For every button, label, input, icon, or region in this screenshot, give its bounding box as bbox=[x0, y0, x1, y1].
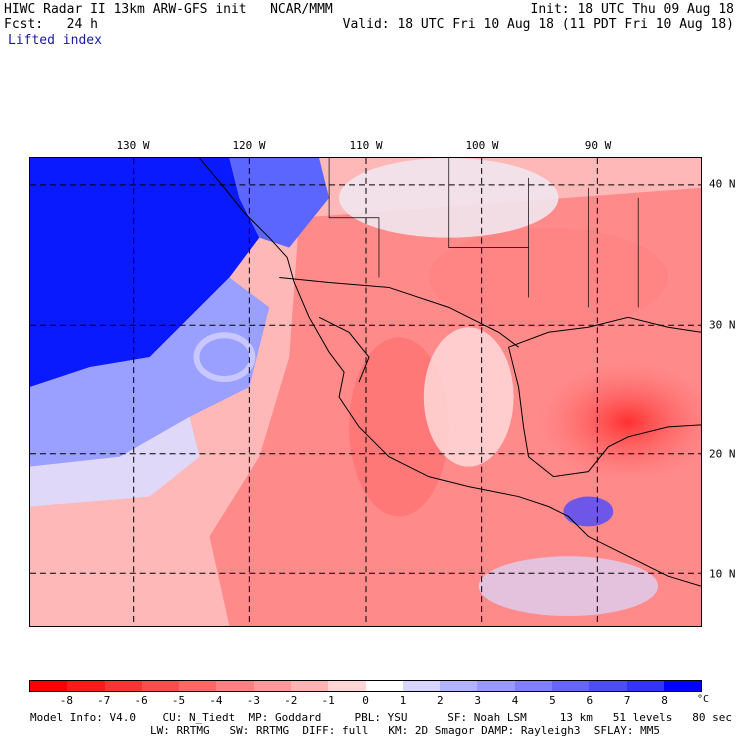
colorbar-swatch bbox=[67, 681, 105, 691]
lon-label-90w: 90 W bbox=[584, 139, 612, 152]
colorbar-swatch bbox=[30, 681, 68, 691]
field-swirl bbox=[193, 332, 256, 383]
colorbar-swatch bbox=[626, 681, 664, 691]
colorbar-unit: °C bbox=[697, 694, 710, 705]
field-gulf-core bbox=[538, 362, 701, 482]
lon-label-120w: 120 W bbox=[232, 139, 266, 152]
colorbar-tick-label: 0 bbox=[362, 694, 369, 707]
model-info-line2: LW: RRTMG SW: RRTMG DIFF: full KM: 2D Sm… bbox=[150, 724, 660, 737]
lat-label-30n: 30 N bbox=[709, 318, 736, 332]
colorbar-swatch bbox=[104, 681, 142, 691]
state-borders bbox=[328, 158, 639, 308]
colorbar-tick-label: 3 bbox=[474, 694, 481, 707]
colorbar-tick-label: 6 bbox=[586, 694, 594, 707]
colorbar-tick-label: -7 bbox=[97, 694, 111, 707]
field-south-cool bbox=[478, 556, 659, 617]
colorbar-tick-label: 7 bbox=[623, 694, 631, 707]
colorbar-tick-label: 4 bbox=[511, 694, 519, 707]
colorbar-swatch bbox=[402, 681, 441, 691]
forecast-hour: Fcst: 24 h bbox=[4, 17, 98, 32]
border-us-mexico bbox=[279, 276, 519, 348]
colorbar-swatch bbox=[477, 681, 515, 691]
lat-label-10n: 10 N bbox=[709, 567, 736, 581]
colorbar-tick-label: -6 bbox=[134, 694, 148, 707]
init-time: Init: 18 UTC Thu 09 Aug 18 bbox=[530, 2, 735, 17]
lon-label-130w: 130 W bbox=[116, 139, 150, 152]
field-pacific-light bbox=[30, 416, 200, 507]
colorbar-swatch bbox=[290, 681, 329, 691]
colorbar-swatch bbox=[141, 681, 180, 691]
colorbar-swatch bbox=[440, 681, 478, 691]
graticule bbox=[30, 158, 701, 626]
model-info-line1: Model Info: V4.0 CU: N_Tiedt MP: Goddard… bbox=[30, 711, 732, 724]
colorbar-tick-label: 5 bbox=[549, 694, 556, 707]
field-california-stable bbox=[229, 158, 330, 248]
valid-time: Valid: 18 UTC Fri 10 Aug 18 (11 PDT Fri … bbox=[342, 17, 734, 32]
colorbar bbox=[29, 680, 702, 692]
lon-label-110w: 110 W bbox=[349, 139, 383, 152]
colorbar-swatch bbox=[663, 681, 702, 691]
model-title: HIWC Radar II 13km ARW-GFS init NCAR/MMM bbox=[4, 2, 333, 17]
coastline-pacific bbox=[199, 158, 701, 587]
colorbar-tick-label: -8 bbox=[59, 694, 73, 707]
field-plains-core bbox=[428, 227, 669, 328]
colorbar-tick-label: -1 bbox=[321, 694, 335, 707]
colorbar-swatch bbox=[551, 681, 590, 691]
colorbar-tick-label: -5 bbox=[171, 694, 186, 707]
colorbar-swatch bbox=[216, 681, 254, 691]
colorbar-swatch bbox=[328, 681, 366, 691]
colorbar-tick-label: -3 bbox=[246, 694, 260, 707]
field-central-america-blue bbox=[563, 496, 614, 527]
field-plateau-cool bbox=[423, 327, 514, 467]
coastline-us-gulf bbox=[508, 316, 701, 348]
colorbar-swatch bbox=[514, 681, 552, 691]
colorbar-tick-label: 2 bbox=[436, 694, 444, 707]
colorbar-swatch bbox=[253, 681, 291, 691]
lifted-index-map bbox=[29, 157, 702, 627]
field-pacific-stable bbox=[30, 158, 260, 388]
colorbar-swatch bbox=[589, 681, 627, 691]
field-name: Lifted index bbox=[8, 33, 102, 48]
colorbar-tick-label: 1 bbox=[399, 694, 407, 707]
coastline-gulf-mexico bbox=[508, 347, 701, 478]
lat-label-40n: 40 N bbox=[709, 177, 736, 191]
colorbar-tick-label: -2 bbox=[284, 694, 298, 707]
lon-label-100w: 100 W bbox=[465, 139, 499, 152]
colorbar-swatch bbox=[365, 681, 403, 691]
lat-label-20n: 20 N bbox=[709, 447, 736, 461]
colorbar-tick-label: 8 bbox=[661, 694, 668, 707]
colorbar-tick-label: -4 bbox=[209, 694, 223, 707]
field-mexico-core bbox=[349, 337, 449, 517]
colorbar-swatch bbox=[179, 681, 217, 691]
